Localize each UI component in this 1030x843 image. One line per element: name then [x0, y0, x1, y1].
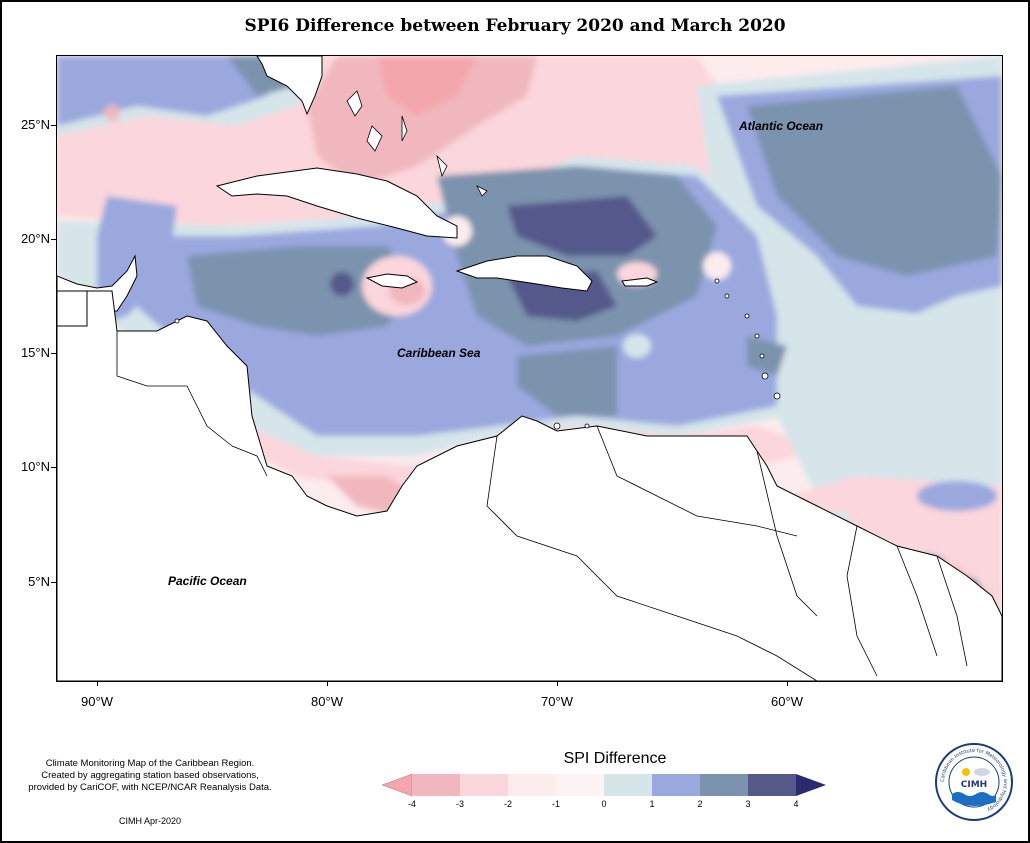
legend-tick-label: 0 [601, 799, 607, 809]
lat-tick-mark [51, 467, 56, 468]
lat-tick-label: 25°N [20, 117, 50, 132]
lat-tick-mark [51, 582, 56, 583]
credit-line: provided by CariCOF, with NCEP/NCAR Rean… [28, 782, 272, 793]
lon-tick-mark [787, 681, 788, 686]
legend-arrow-high [796, 774, 826, 796]
caribbean-sea-label: Caribbean Sea [397, 346, 481, 360]
legend-swatch [412, 774, 460, 796]
credit-line: Created by aggregating station based obs… [41, 770, 259, 781]
lon-tick-label: 80°W [311, 694, 343, 709]
map-title: SPI6 Difference between February 2020 an… [244, 16, 786, 36]
credit-line: Climate Monitoring Map of the Caribbean … [45, 758, 255, 769]
hispaniola-island [455, 255, 593, 292]
legend-ticks: -4 -3 -2 -1 0 1 2 3 4 [382, 799, 828, 815]
pacific-ocean-label: Pacific Ocean [168, 574, 247, 588]
legend-tick-label: -3 [455, 799, 464, 809]
legend-title: SPI Difference [563, 750, 667, 767]
lon-tick-label: 70°W [541, 694, 573, 709]
spi-difference-map [57, 56, 1002, 681]
lon-tick-label: 60°W [771, 694, 803, 709]
legend-swatch [652, 774, 700, 796]
map-panel [56, 55, 1003, 682]
florida-landmass [256, 56, 323, 116]
legend-swatch [700, 774, 748, 796]
country-borders [116, 331, 968, 681]
sun-icon [962, 768, 970, 776]
legend-tick-label: -2 [503, 799, 512, 809]
lat-tick-label: 5°N [28, 574, 50, 589]
lat-tick-label: 15°N [20, 345, 50, 360]
central-south-america-landmass [57, 290, 1002, 681]
lat-tick-mark [51, 125, 56, 126]
lon-tick-mark [327, 681, 328, 686]
credit-date: CIMH Apr-2020 [118, 816, 182, 826]
logo-abbr: CIMH [961, 780, 987, 790]
lat-tick-label: 10°N [20, 459, 50, 474]
wave-icon [952, 792, 996, 806]
legend-tick-label: -1 [551, 799, 560, 809]
legend-colorbar [382, 773, 826, 797]
lon-tick-label: 90°W [81, 694, 113, 709]
credit-text: Climate Monitoring Map of the Caribbean … [20, 758, 280, 794]
legend-arrow-low [382, 773, 413, 797]
lon-tick-mark [557, 681, 558, 686]
small-islands [174, 90, 781, 430]
lon-tick-mark [97, 681, 98, 686]
cloud-icon [974, 768, 990, 776]
cuba-island [215, 167, 458, 239]
legend-tick-label: 3 [745, 799, 751, 809]
legend-swatch [556, 774, 604, 796]
puerto-rico-island [621, 277, 659, 287]
atlantic-ocean-label: Atlantic Ocean [739, 119, 824, 133]
legend-tick-label: -4 [407, 799, 416, 809]
lat-tick-mark [51, 239, 56, 240]
legend-tick-label: 1 [649, 799, 655, 809]
legend-swatch [508, 774, 556, 796]
lat-tick-mark [51, 353, 56, 354]
legend-swatch [748, 774, 796, 796]
legend-swatch [460, 774, 508, 796]
legend-tick-label: 4 [793, 799, 799, 809]
land-masses [57, 56, 1002, 681]
lat-tick-label: 20°N [20, 231, 50, 246]
cimh-logo: Caribbean Institute for Meteorology and … [935, 743, 1013, 821]
jamaica-island [365, 273, 419, 289]
legend-tick-label: 2 [697, 799, 703, 809]
legend-swatch [604, 774, 652, 796]
